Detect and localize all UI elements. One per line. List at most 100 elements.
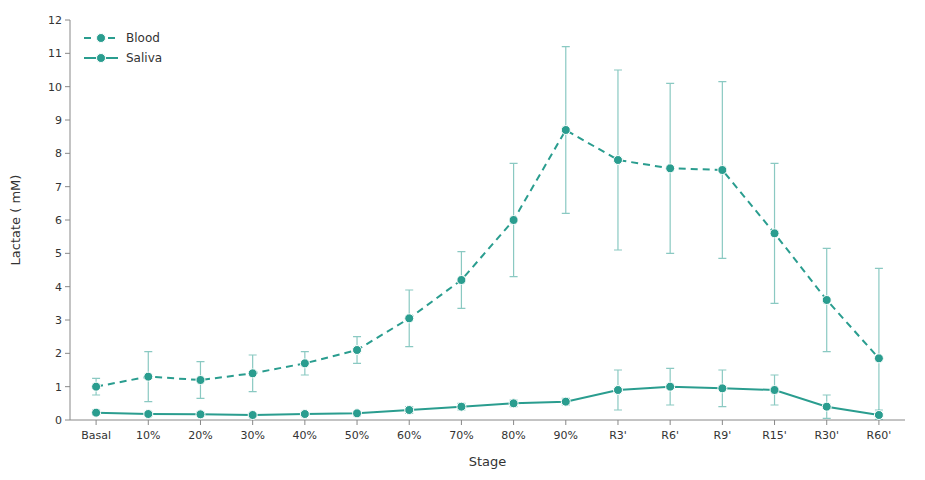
x-tick-label: R6' (661, 429, 679, 442)
y-tick (65, 420, 70, 421)
point (353, 409, 362, 418)
error-bar (823, 395, 831, 418)
point (613, 386, 622, 395)
point (822, 402, 831, 411)
x-tick (670, 420, 671, 425)
x-tick (409, 420, 410, 425)
error-bar (718, 82, 726, 259)
point (666, 382, 675, 391)
point (92, 408, 101, 417)
x-tick (96, 420, 97, 425)
y-tick-label: 10 (48, 81, 62, 94)
x-tick (617, 420, 618, 425)
x-tick-label: R9' (714, 429, 732, 442)
error-bar (823, 248, 831, 351)
error-bar (718, 370, 726, 407)
y-tick-label: 1 (55, 381, 62, 394)
y-tick-label: 9 (55, 114, 62, 127)
point (144, 372, 153, 381)
error-bar (666, 83, 674, 253)
x-tick-label: 10% (136, 429, 160, 442)
x-axis-label: Stage (469, 454, 507, 469)
y-tick (65, 120, 70, 121)
error-bar (510, 163, 518, 276)
y-tick-label: 12 (48, 14, 62, 27)
y-tick (65, 53, 70, 54)
y-tick-label: 4 (55, 281, 62, 294)
x-tick-label: R3' (609, 429, 627, 442)
x-tick-label: 40% (293, 429, 317, 442)
point (561, 126, 570, 135)
legend-marker (97, 34, 106, 43)
point (770, 386, 779, 395)
error-bar (771, 163, 779, 303)
legend: BloodSaliva (84, 31, 162, 65)
y-tick (65, 386, 70, 387)
error-bar (666, 368, 674, 405)
point (509, 216, 518, 225)
x-tick-label: R30' (814, 429, 839, 442)
x-tick-label: 60% (397, 429, 421, 442)
error-bar (457, 252, 465, 309)
y-tick-label: 3 (55, 314, 62, 327)
chart: 0123456789101112Basal10%20%30%40%50%60%7… (0, 0, 925, 480)
x-tick (148, 420, 149, 425)
y-tick (65, 353, 70, 354)
point (457, 276, 466, 285)
x-tick (304, 420, 305, 425)
x-tick (513, 420, 514, 425)
x-axis-line (70, 420, 905, 421)
y-tick (65, 186, 70, 187)
error-bar (405, 290, 413, 347)
point (509, 399, 518, 408)
x-tick-label: 90% (554, 429, 578, 442)
point (196, 376, 205, 385)
error-bar (875, 410, 883, 420)
y-tick (65, 320, 70, 321)
y-tick (65, 253, 70, 254)
x-tick (565, 420, 566, 425)
y-tick (65, 86, 70, 87)
point (405, 314, 414, 323)
plot-area (92, 47, 884, 420)
error-bar (301, 352, 309, 375)
point (144, 410, 153, 419)
point (457, 402, 466, 411)
x-tick (722, 420, 723, 425)
point (822, 296, 831, 305)
y-tick (65, 153, 70, 154)
x-tick (826, 420, 827, 425)
x-tick (357, 420, 358, 425)
point (248, 411, 257, 420)
error-bar (771, 375, 779, 405)
error-bar (614, 370, 622, 410)
y-tick-label: 5 (55, 247, 62, 260)
x-tick-label: R60' (867, 429, 892, 442)
x-tick (878, 420, 879, 425)
point (718, 384, 727, 393)
x-tick-label: 50% (345, 429, 369, 442)
point (405, 406, 414, 415)
series-line (96, 387, 879, 415)
point (561, 397, 570, 406)
y-tick (65, 20, 70, 21)
y-tick-label: 11 (48, 47, 62, 60)
point (196, 410, 205, 419)
x-tick-label: 80% (501, 429, 525, 442)
x-tick-label: R15' (762, 429, 787, 442)
error-bar (353, 337, 361, 364)
x-tick (200, 420, 201, 425)
point (874, 354, 883, 363)
error-bar (92, 378, 100, 395)
error-bar (249, 355, 257, 392)
error-bar (614, 70, 622, 250)
point (248, 369, 257, 378)
x-tick-label: 70% (449, 429, 473, 442)
point (874, 411, 883, 420)
x-tick (252, 420, 253, 425)
legend-marker (97, 54, 106, 63)
error-bar (875, 268, 883, 420)
error-bar (562, 47, 570, 214)
legend-label: Blood (126, 31, 160, 45)
series-line (96, 130, 879, 387)
